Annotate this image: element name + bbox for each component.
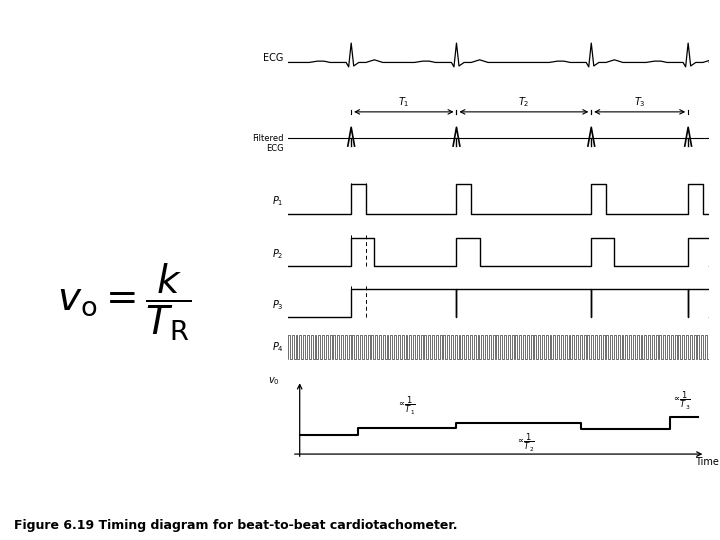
Text: Time: Time <box>696 457 719 467</box>
Text: $\propto\!\dfrac{1}{T_1}$: $\propto\!\dfrac{1}{T_1}$ <box>397 395 416 417</box>
Text: $T_1$: $T_1$ <box>398 95 410 109</box>
Text: Filtered
ECG: Filtered ECG <box>252 134 284 153</box>
Text: $P_1$: $P_1$ <box>272 194 284 208</box>
Text: $P_3$: $P_3$ <box>272 298 284 312</box>
Text: $\propto\!\dfrac{1}{T_3}$: $\propto\!\dfrac{1}{T_3}$ <box>672 390 691 413</box>
Text: $T_2$: $T_2$ <box>518 95 530 109</box>
Text: $v_{\mathrm{o}} = \dfrac{k}{T_{\mathrm{R}}}$: $v_{\mathrm{o}} = \dfrac{k}{T_{\mathrm{R… <box>57 262 191 343</box>
Text: Figure 6.19 Timing diagram for beat-to-beat cardiotachometer.: Figure 6.19 Timing diagram for beat-to-b… <box>14 519 458 532</box>
Text: $T_3$: $T_3$ <box>634 95 646 109</box>
Text: $\propto\!\dfrac{1}{T_2}$: $\propto\!\dfrac{1}{T_2}$ <box>516 431 536 454</box>
Text: $P_2$: $P_2$ <box>272 247 284 261</box>
Text: $v_0$: $v_0$ <box>268 375 279 387</box>
Text: $P_4$: $P_4$ <box>272 340 284 354</box>
Text: ECG: ECG <box>264 53 284 63</box>
